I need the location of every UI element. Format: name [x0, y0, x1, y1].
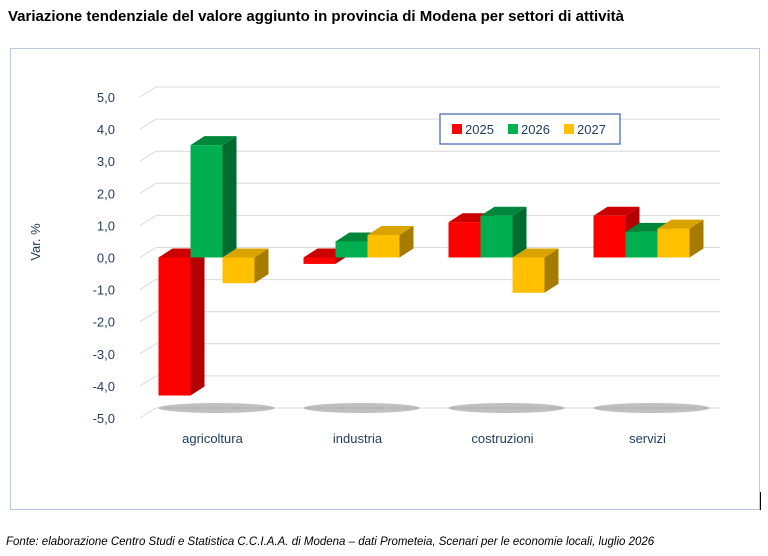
bar-front	[448, 222, 481, 258]
y-tick-label: 2,0	[97, 186, 115, 201]
gridline-diag	[139, 86, 157, 98]
gridline-diag	[139, 247, 157, 258]
floor-shadow	[303, 403, 420, 413]
bar-front	[480, 215, 513, 258]
legend: 2025 2026 2027	[439, 113, 621, 145]
gridline-diag	[139, 343, 157, 355]
legend-swatch	[508, 124, 518, 134]
legend-label: 2026	[521, 122, 550, 137]
x-tick-label: servizi	[629, 431, 666, 446]
y-tick-labels: -5,0 -4,0 -3,0 -2,0 -1,0 0,0 1,0 2,0 3,0 4,0 5,0	[93, 90, 115, 426]
y-tick-label: -2,0	[93, 315, 115, 330]
x-tick-label: industria	[333, 431, 383, 446]
bar-top	[593, 206, 640, 216]
bar-top	[657, 219, 704, 229]
y-tick-label: -1,0	[93, 283, 115, 298]
divider-mark	[760, 492, 761, 510]
gridline-diag	[139, 214, 157, 226]
gridline-diag	[139, 375, 157, 387]
bar-front	[303, 257, 336, 264]
bar-side	[222, 136, 237, 258]
bar-agricoltura-2025	[158, 248, 205, 396]
bar-side	[689, 219, 704, 258]
bar-agricoltura-2027	[222, 248, 269, 284]
floor-shadows	[158, 403, 710, 413]
gridline-diag	[139, 407, 157, 419]
gridline-diag	[139, 311, 157, 323]
y-tick-label: 5,0	[97, 90, 115, 105]
bar-front	[367, 235, 400, 258]
bar-top	[512, 248, 559, 258]
gridline-diag	[139, 182, 157, 194]
bar-top	[222, 248, 269, 258]
bar-servizi-2027	[657, 219, 704, 258]
legend-label: 2027	[577, 122, 606, 137]
bar-industria-2027	[367, 226, 414, 258]
chart-area	[10, 48, 760, 510]
y-tick-label: -5,0	[93, 411, 115, 426]
bar-front	[512, 257, 545, 293]
bar-side	[190, 248, 205, 396]
y-tick-label: 3,0	[97, 154, 115, 169]
bar-costruzioni-2026	[480, 206, 527, 258]
bar-top	[480, 206, 527, 216]
bar-front	[158, 257, 191, 396]
y-tick-label: 1,0	[97, 218, 115, 233]
floor-shadow	[158, 403, 275, 413]
bar-front	[190, 145, 223, 258]
floor-shadow	[448, 403, 565, 413]
floor-shadow	[593, 403, 710, 413]
bar-side	[544, 248, 559, 293]
bar-side	[254, 248, 269, 284]
x-tick-label: costruzioni	[471, 431, 533, 446]
bar-front	[222, 257, 255, 284]
bar-top	[367, 226, 414, 236]
bar-top	[190, 136, 237, 146]
y-tick-label: 4,0	[97, 122, 115, 137]
bar-side	[399, 226, 414, 258]
legend-label: 2025	[465, 122, 494, 137]
y-tick-label: 0,0	[97, 251, 115, 266]
bar-front	[593, 215, 626, 258]
chart-title: Variazione tendenziale del valore aggiun…	[8, 8, 624, 25]
legend-box	[439, 113, 621, 145]
legend-swatch	[452, 124, 462, 134]
bar-front	[335, 241, 368, 258]
bar-front	[657, 228, 690, 258]
y-tick-label: -3,0	[93, 347, 115, 362]
source-note: Fonte: elaborazione Centro Studi e Stati…	[6, 536, 655, 548]
gridline-diag	[139, 118, 157, 130]
bars	[158, 136, 704, 396]
bar-costruzioni-2027	[512, 248, 559, 293]
bar-front	[625, 231, 658, 258]
x-tick-labels: agricoltura industria costruzioni servizi	[182, 431, 666, 446]
y-axis-label: Var. %	[28, 223, 43, 261]
y-tick-label: -4,0	[93, 379, 115, 394]
bar-side	[512, 206, 527, 258]
bar-agricoltura-2026	[190, 136, 237, 258]
gridline-diag	[139, 279, 157, 291]
gridlines	[139, 86, 720, 419]
gridline-diag	[139, 150, 157, 162]
legend-swatch	[564, 124, 574, 134]
x-tick-label: agricoltura	[182, 431, 243, 446]
